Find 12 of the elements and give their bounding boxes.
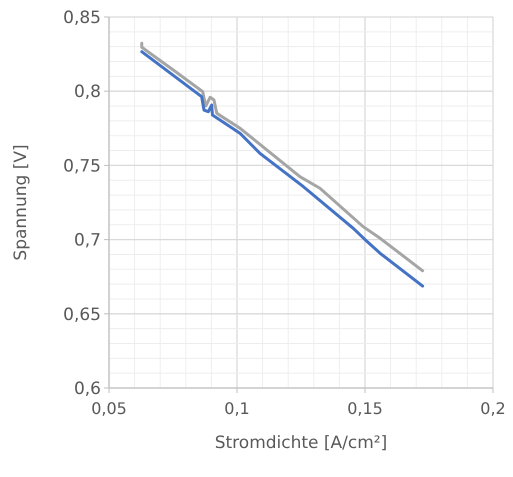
x-tick-label: 0,05 xyxy=(91,399,127,418)
y-tick-label: 0,75 xyxy=(63,156,101,176)
y-tick-label: 0,65 xyxy=(63,304,101,325)
y-axis-title: Spannung [V] xyxy=(11,144,31,261)
y-tick-label: 0,8 xyxy=(74,82,101,102)
y-tick-label: 0,7 xyxy=(74,230,101,251)
y-tick-label: 0,6 xyxy=(74,379,101,399)
x-tick-label: 0,2 xyxy=(480,399,506,418)
x-tick-label: 0,15 xyxy=(347,399,383,418)
x-tick-label: 0,1 xyxy=(224,399,250,418)
y-tick-label: 0,85 xyxy=(63,8,101,28)
x-axis-title: Stromdichte [A/cm²] xyxy=(214,433,388,453)
